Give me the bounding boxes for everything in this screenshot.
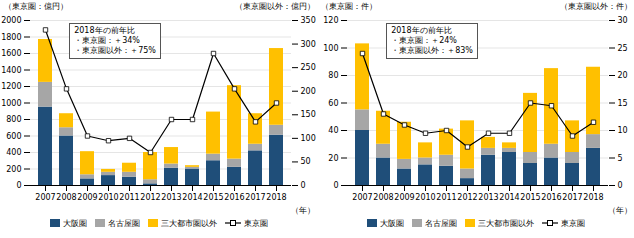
html-text:大阪圏: 大阪圏 [62,218,87,228]
svg-text:100: 100 [323,44,338,53]
svg-text:2008: 2008 [56,193,76,202]
svg-text:0: 0 [16,181,21,190]
svg-text:2009: 2009 [77,193,97,202]
svg-text:2011: 2011 [119,193,139,202]
svg-text:2009: 2009 [394,193,414,202]
svg-text:10: 10 [618,126,628,135]
svg-text:1600: 1600 [1,49,21,58]
svg-text:5: 5 [618,154,623,163]
svg-text:300: 300 [301,40,316,49]
svg-text:（年）: （年） [608,206,632,215]
html-text:三大都市圏以外: 三大都市圏以外 [160,218,217,228]
html-text:名古屋圏: 名古屋圏 [424,218,457,228]
svg-text:2013: 2013 [161,193,181,202]
svg-text:（年）: （年） [291,206,315,215]
svg-text:25: 25 [618,44,628,53]
svg-text:20: 20 [618,71,628,80]
svg-text:2012: 2012 [457,193,477,202]
svg-text:120: 120 [323,16,338,25]
svg-text:60: 60 [328,99,338,108]
svg-text:50: 50 [301,157,311,166]
html-text:大阪圏: 大阪圏 [379,218,404,228]
svg-text:0: 0 [333,181,338,190]
svg-text:1000: 1000 [1,99,21,108]
svg-text:800: 800 [6,115,21,124]
svg-text:1400: 1400 [1,66,21,75]
html-text:東京圏: 東京圏 [243,218,268,228]
svg-text:2013: 2013 [478,193,498,202]
svg-text:2007: 2007 [35,193,55,202]
svg-text:150: 150 [301,110,316,119]
svg-text:2015: 2015 [203,193,223,202]
svg-text:40: 40 [328,126,338,135]
svg-text:（東京圏以外：件）: （東京圏以外：件） [560,2,632,11]
svg-text:1200: 1200 [1,82,21,91]
svg-text:2018: 2018 [266,193,286,202]
svg-text:2010: 2010 [98,193,118,202]
svg-text:（東京圏以外：億円）: （東京圏以外：億円） [235,2,315,11]
svg-text:1800: 1800 [1,33,21,42]
svg-text:2000: 2000 [1,16,21,25]
svg-text:0: 0 [618,181,623,190]
svg-text:2016: 2016 [224,193,244,202]
svg-text:2017: 2017 [245,193,265,202]
svg-text:0: 0 [301,181,306,190]
svg-text:100: 100 [301,134,316,143]
html-text:名古屋圏: 名古屋圏 [107,218,140,228]
html-text:三大都市圏以外: 三大都市圏以外 [477,218,534,228]
svg-text:600: 600 [6,132,21,141]
svg-text:2008: 2008 [373,193,393,202]
svg-text:250: 250 [301,63,316,72]
svg-text:（東京圏：件）: （東京圏：件） [321,2,377,11]
svg-text:30: 30 [618,16,628,25]
svg-text:200: 200 [301,87,316,96]
svg-text:350: 350 [301,16,316,25]
svg-text:400: 400 [6,148,21,157]
svg-text:2018: 2018 [583,193,603,202]
svg-text:2011: 2011 [436,193,456,202]
svg-text:2010: 2010 [415,193,435,202]
svg-text:15: 15 [618,99,628,108]
svg-text:2016: 2016 [541,193,561,202]
svg-text:2015: 2015 [520,193,540,202]
svg-text:2007: 2007 [352,193,372,202]
svg-text:200: 200 [6,165,21,174]
svg-text:20: 20 [328,154,338,163]
html-text:2018年の前年比 ・東京圏：＋24% ・東京圏以外：＋83: 2018年の前年比 ・東京圏：＋24% ・東京圏以外：＋83% [391,26,473,55]
svg-text:2014: 2014 [182,193,202,202]
svg-text:2017: 2017 [562,193,582,202]
svg-text:2012: 2012 [140,193,160,202]
svg-text:2014: 2014 [499,193,519,202]
svg-text:（東京圏：億円）: （東京圏：億円） [4,2,68,11]
html-text:2018年の前年比 ・東京圏：＋34% ・東京圏以外：＋75: 2018年の前年比 ・東京圏：＋34% ・東京圏以外：＋75% [74,26,156,55]
html-text:東京圏: 東京圏 [560,218,585,228]
svg-text:80: 80 [328,71,338,80]
